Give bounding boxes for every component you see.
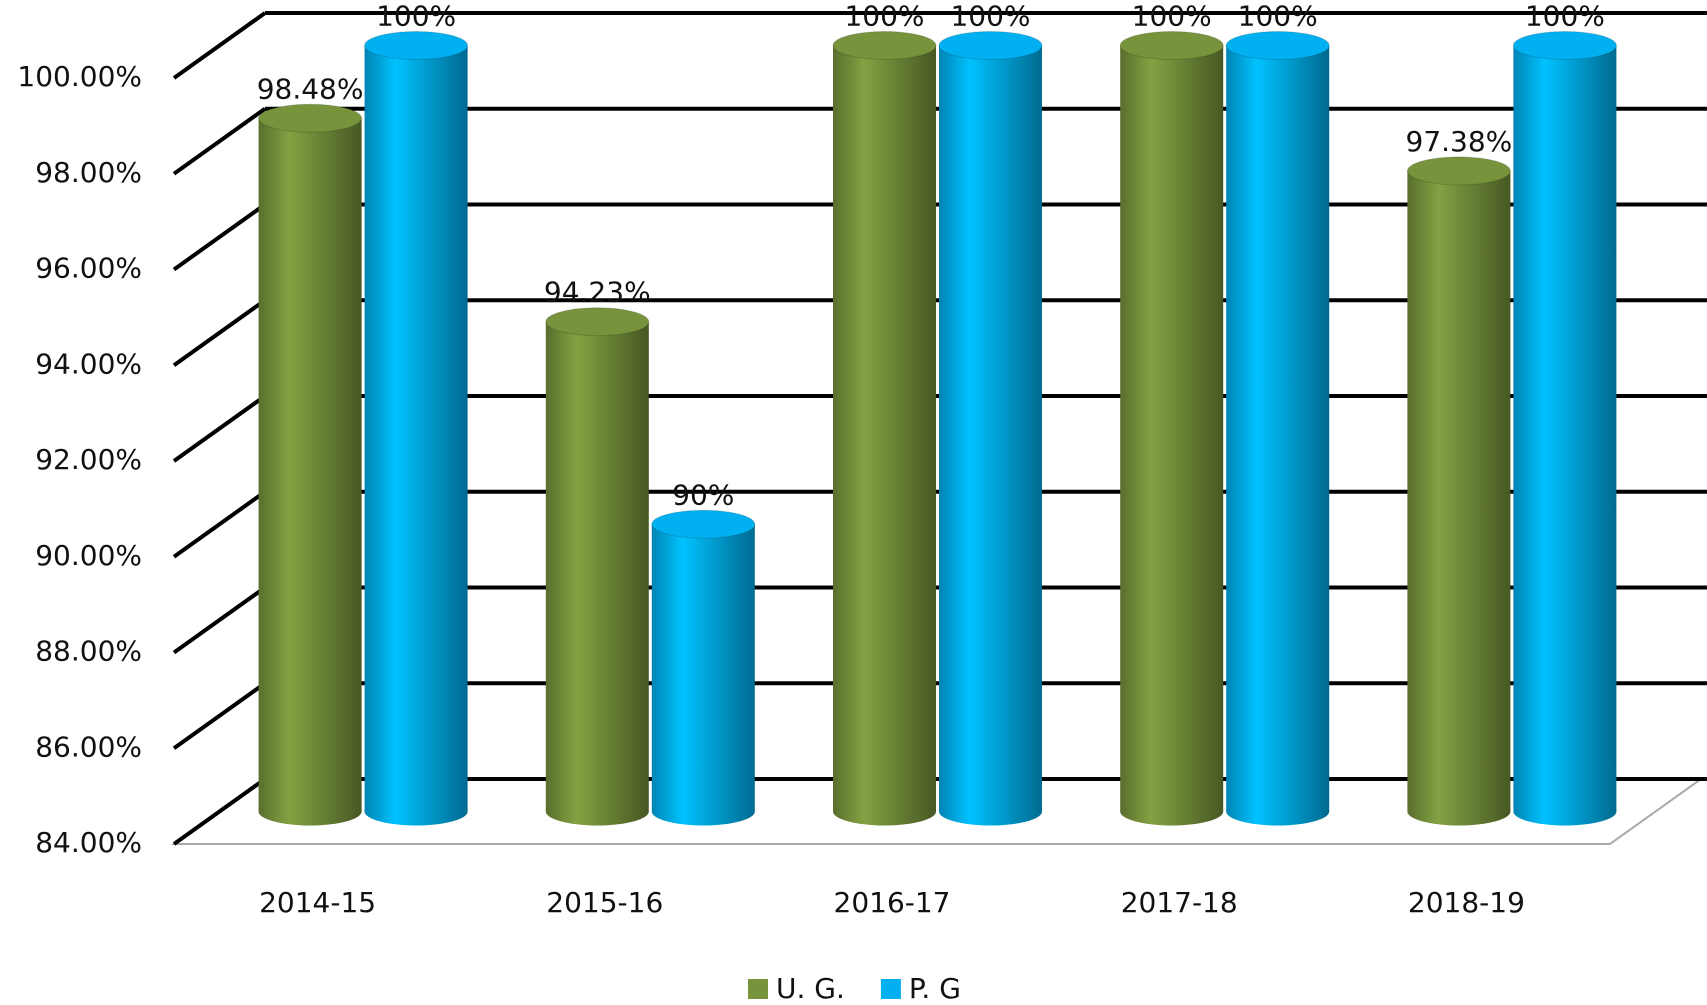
- cylinder-top: [1406, 156, 1511, 186]
- grid-line: [172, 11, 267, 80]
- cylinder-top: [1119, 31, 1224, 60]
- x-tick-label: 2014-15: [259, 886, 376, 919]
- y-tick-label: 94.00%: [35, 347, 142, 380]
- bar: [258, 118, 362, 812]
- value-label: 100%: [950, 0, 1030, 33]
- cylinder: [258, 103, 363, 826]
- value-label: 100%: [376, 0, 456, 33]
- cylinder: [1225, 31, 1330, 826]
- bar: [1407, 170, 1511, 812]
- cylinder: [1406, 156, 1511, 826]
- bar: [939, 45, 1042, 812]
- cylinder-top: [938, 31, 1043, 60]
- grid-line: [172, 394, 267, 463]
- value-label: 100%: [844, 0, 924, 33]
- legend-label: P. G: [909, 972, 961, 1005]
- y-tick-label: 96.00%: [35, 252, 142, 285]
- y-tick-label: 100.00%: [17, 60, 142, 93]
- value-label: 100%: [1525, 0, 1605, 33]
- grid-line: [172, 298, 267, 367]
- cylinder-top: [651, 509, 756, 539]
- y-tick-label: 92.00%: [35, 443, 142, 476]
- bar: [1120, 45, 1224, 812]
- bar: [833, 45, 936, 812]
- bar: [1226, 45, 1330, 812]
- cylinder: [832, 31, 937, 826]
- grid-line: [172, 585, 267, 655]
- cylinder-top: [1512, 31, 1617, 60]
- grid-line: [172, 202, 267, 272]
- x-tick-label: 2018-19: [1408, 886, 1525, 919]
- y-tick-label: 90.00%: [35, 539, 142, 572]
- value-label: 100%: [1238, 0, 1318, 33]
- cylinder-top: [364, 31, 469, 60]
- value-label: 94.23%: [544, 276, 651, 309]
- legend-swatch: [880, 979, 901, 999]
- y-tick-label: 98.00%: [35, 156, 142, 189]
- cylinder: [651, 509, 756, 826]
- legend-label: U. G.: [776, 972, 845, 1005]
- cylinder: [364, 31, 469, 826]
- grid-line: [172, 490, 267, 559]
- cylinder-top: [1225, 31, 1330, 60]
- cylinder-top: [258, 103, 363, 133]
- value-label: 98.48%: [257, 72, 364, 105]
- legend-swatch: [748, 979, 768, 999]
- value-label: 90%: [672, 478, 734, 511]
- bar: [651, 524, 755, 812]
- cylinder-top: [545, 307, 650, 337]
- bar: [545, 321, 649, 812]
- cylinder: [545, 307, 650, 826]
- cylinder-top: [832, 31, 937, 60]
- y-tick-label: 86.00%: [35, 730, 142, 763]
- y-tick-label: 84.00%: [35, 826, 142, 859]
- cylinder: [1512, 31, 1617, 826]
- x-tick-label: 2017-18: [1121, 886, 1238, 919]
- y-tick-label: 88.00%: [35, 635, 142, 668]
- value-label: 97.38%: [1406, 125, 1513, 158]
- grid-line: [172, 681, 267, 750]
- cylinder: [1119, 31, 1224, 826]
- bar: [364, 45, 468, 812]
- x-tick-label: 2015-16: [546, 886, 663, 919]
- cylinder: [938, 31, 1043, 826]
- bar: [1513, 45, 1617, 812]
- x-tick-label: 2016-17: [834, 886, 951, 919]
- grid-line: [172, 777, 267, 846]
- value-label: 100%: [1132, 0, 1212, 33]
- grid-line: [172, 107, 267, 176]
